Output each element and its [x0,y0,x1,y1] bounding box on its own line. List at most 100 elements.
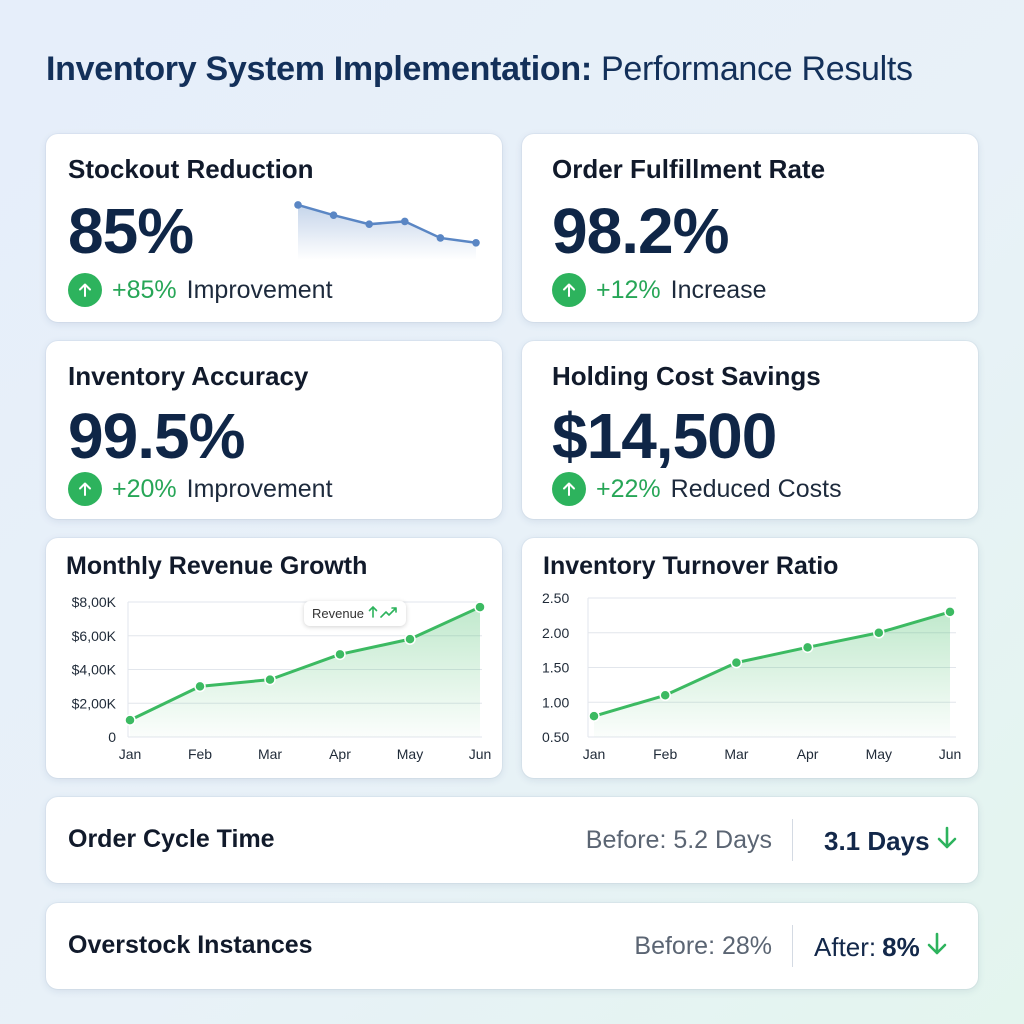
accuracy-change-pct: +20% [112,474,177,503]
sparkline-point [329,211,338,220]
revenue-chart-card: Monthly Revenue Growth $8,00K $6,00K $4,00… [46,538,502,778]
accuracy-card: Inventory Accuracy 99.5% +20% Improvemen… [46,341,502,519]
overstock-after-prefix: After: [814,932,877,962]
stockout-change: +85% Improvement [68,273,333,307]
x-tick-label: Feb [188,746,212,762]
fulfillment-value: 98.2% [552,195,729,267]
data-point [334,648,346,661]
y-tick-label: 1.50 [542,660,569,676]
stockout-value: 85% [68,195,194,267]
fulfillment-change-label: Increase [670,275,767,304]
accuracy-change-label: Improvement [186,474,333,503]
overstock-card: Overstock Instances Before: 28% After: 8… [46,903,978,989]
revenue-tooltip-label: Revenue [312,606,365,621]
accuracy-change: +20% Improvement [68,472,333,506]
arrow-up-icon [552,273,586,307]
y-tick-label: $4,00K [72,662,117,678]
holding-value: $14,500 [552,400,777,472]
overstock-before: Before: 28% [634,932,772,960]
data-point [264,673,276,686]
order-cycle-after: 3.1 Days [818,825,958,858]
sparkline-point [472,238,480,247]
turnover-chart-card: Inventory Turnover Ratio 2.50 2.00 1.50 1.0… [522,538,978,778]
overstock-after-value: 8% [882,932,920,962]
x-tick-label: Feb [653,746,677,762]
order-cycle-before: Before: 5.2 Days [585,826,772,854]
x-tick-label: Apr [797,746,819,762]
arrow-down-icon [926,931,948,964]
y-tick-label: $6,00K [72,628,117,644]
series-area [594,611,950,737]
x-tick-label: Jan [119,746,142,762]
accuracy-value: 99.5% [68,400,245,472]
holding-change-label: Reduced Costs [670,474,842,503]
data-point [588,710,600,722]
y-tick-label: 2.50 [542,590,569,606]
stockout-change-label: Improvement [186,275,333,304]
arrow-down-icon [936,825,958,858]
series-line [593,610,951,718]
sparkline-point [294,201,302,209]
divider [792,925,793,967]
order-cycle-after-value: 3.1 Days [824,826,930,856]
data-point [124,714,136,726]
page-title-rest: Performance Results [591,50,913,88]
y-tick-label: 1.00 [542,694,569,710]
order-cycle-title: Order Cycle Time [68,825,275,853]
divider [792,819,793,861]
overstock-title: Overstock Instances [68,931,313,959]
order-cycle-card: Order Cycle Time Before: 5.2 Days 3.1 Da… [46,797,978,883]
x-tick-label: Mar [724,746,748,762]
data-point [404,633,416,645]
fulfillment-card: Order Fulfillment Rate 98.2% +12% Increa… [522,134,978,322]
y-tick-label: 2.00 [542,625,569,641]
overstock-after: After: 8% [814,931,948,964]
stockout-sparkline [294,201,480,260]
fulfillment-change-pct: +12% [596,275,661,304]
data-point [194,680,206,693]
revenue-tooltip: Revenue [304,601,407,626]
revenue-chart-title: Monthly Revenue Growth [66,552,368,580]
page-title-bold: Inventory System Implementation: [46,50,592,88]
y-tick-label: 0.50 [542,729,569,745]
holding-change: +22% Reduced Costs [552,472,842,506]
trend-up-icon [368,605,398,622]
arrow-up-icon [552,472,586,506]
accuracy-title: Inventory Accuracy [68,361,309,391]
x-tick-label: Jan [583,746,606,762]
data-point [873,627,885,639]
arrow-up-icon [68,273,102,307]
data-point [801,641,814,654]
stockout-title: Stockout Reduction [68,154,314,184]
y-tick-label: $2,00K [72,695,117,711]
page-title: Inventory System Implementation: Perform… [46,50,913,89]
holding-card: Holding Cost Savings $14,500 +22% Reduce… [522,341,978,519]
sparkline-point [365,220,373,228]
sparkline-point [436,234,445,242]
series-area [130,607,480,737]
y-tick-label: 0 [108,729,116,745]
x-tick-label: Mar [258,746,282,762]
stockout-card: Stockout Reduction 85% +85% Improvement [46,134,502,322]
series-line [129,605,481,722]
data-point [730,656,743,669]
data-point [944,606,956,618]
stockout-change-pct: +85% [112,275,177,304]
x-tick-label: Jun [469,746,492,762]
turnover-chart-title: Inventory Turnover Ratio [543,552,839,580]
x-tick-label: May [866,746,892,762]
data-point [659,689,671,702]
x-tick-label: Jun [939,746,962,762]
x-tick-label: Apr [329,746,351,762]
sparkline-line [297,203,477,245]
x-tick-label: May [397,746,423,762]
fulfillment-title: Order Fulfillment Rate [552,154,826,184]
data-point [474,601,486,613]
y-tick-label: $8,00K [72,594,117,610]
sparkline-point [401,217,409,226]
arrow-up-icon [68,472,102,506]
holding-title: Holding Cost Savings [552,361,821,391]
holding-change-pct: +22% [596,474,661,503]
turnover-chart: 2.50 2.00 1.50 1.00 0.50 Jan Feb Mar Apr May Jun [542,590,962,762]
